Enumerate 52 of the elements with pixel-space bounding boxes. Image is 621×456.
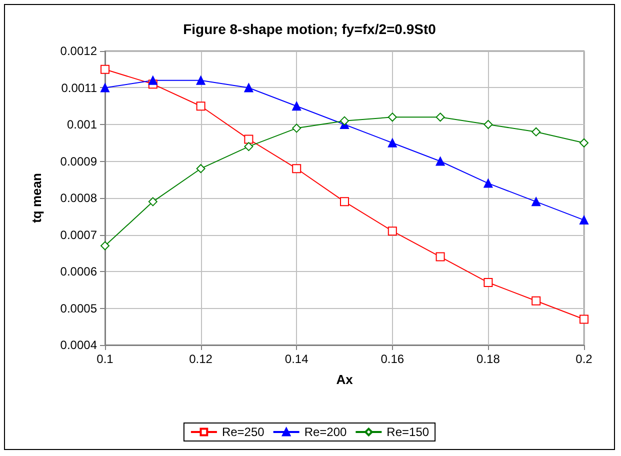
y-tick-label: 0.0009 [60, 154, 98, 168]
point [100, 241, 110, 250]
point [292, 164, 302, 174]
point [484, 120, 493, 129]
x-tick-label: 0.1 [96, 352, 114, 366]
x-tick-label: 0.2 [576, 352, 593, 366]
x-tick-label: 0.12 [189, 352, 213, 366]
y-tick-label: 0.0006 [60, 264, 98, 278]
point [388, 226, 397, 236]
x-tick-label: 0.18 [476, 352, 500, 366]
point [292, 102, 302, 111]
x-tick-label: 0.14 [284, 352, 309, 366]
point [436, 156, 445, 166]
point [580, 314, 588, 324]
y-tick-label: 0.0012 [60, 44, 98, 58]
point [196, 164, 206, 174]
y-tick-label: 0.001 [66, 118, 98, 132]
point [436, 252, 445, 262]
point [148, 197, 158, 206]
point [196, 102, 206, 111]
y-tick-label: 0.0007 [60, 228, 98, 242]
point [340, 116, 349, 126]
legend-label: Re=200 [304, 425, 348, 439]
point [484, 278, 493, 288]
point [292, 124, 302, 133]
point [388, 112, 397, 122]
y-tick-label: 0.0008 [60, 191, 98, 205]
point [148, 76, 158, 85]
point [244, 134, 254, 144]
point [580, 216, 588, 225]
point [532, 197, 541, 206]
point [532, 127, 541, 136]
point [100, 64, 110, 74]
point [436, 112, 445, 122]
y-tick-label: 0.0005 [60, 301, 98, 316]
point [244, 83, 254, 92]
y-tick-label: 0.0004 [60, 338, 98, 352]
point [484, 178, 493, 188]
legend-label: Re=150 [386, 425, 430, 439]
y-axis-title: tq mean [29, 173, 44, 223]
chart-title: Figure 8-shape motion; fy=fx/2=0.9St0 [183, 21, 436, 37]
point [340, 197, 349, 206]
point [100, 83, 110, 92]
point [532, 296, 541, 306]
x-tick-label: 0.16 [380, 352, 404, 366]
point [196, 76, 206, 85]
y-tick-label: 0.0011 [61, 80, 98, 95]
point [580, 138, 588, 148]
legend-label: Re=250 [222, 425, 265, 439]
point [388, 138, 397, 148]
point [244, 142, 254, 152]
x-axis-title: Ax [336, 372, 354, 387]
